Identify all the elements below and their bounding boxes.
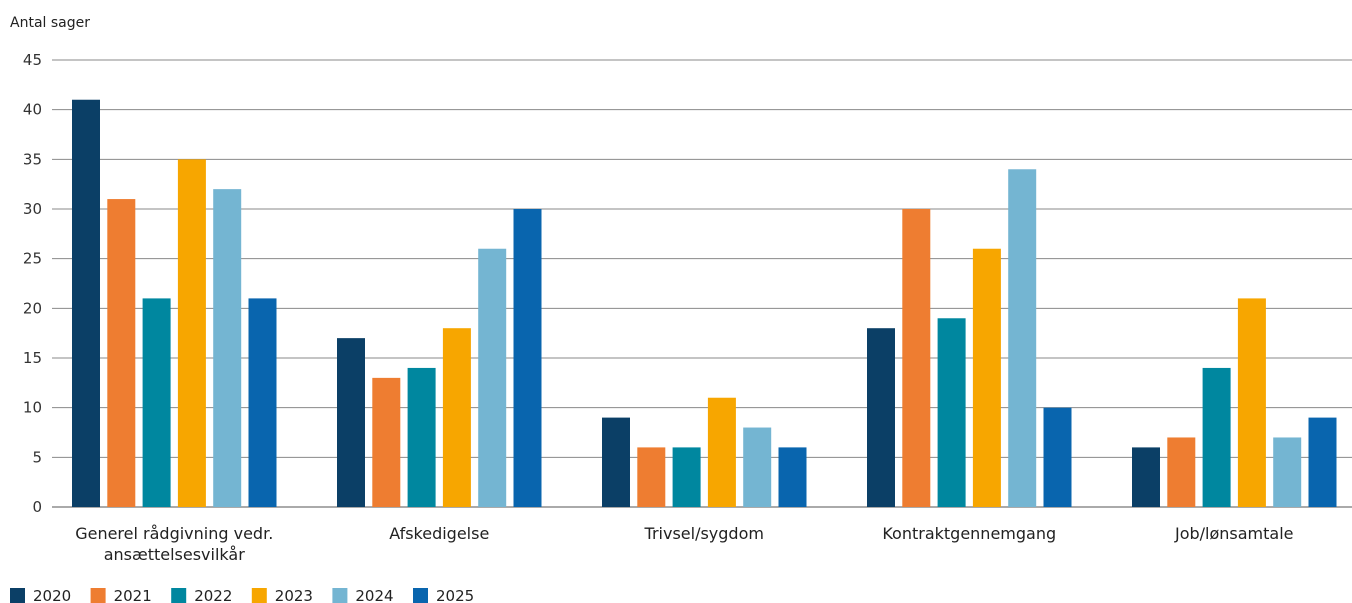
legend-swatch-2025 [413,588,428,603]
y-tick-label: 30 [23,200,42,218]
bar-2025 [1043,407,1072,507]
y-tick-label: 0 [32,498,42,516]
bar-2022 [142,298,171,507]
legend-label: 2024 [355,587,393,603]
bar-2025 [778,447,807,507]
legend-label: 2021 [114,587,152,603]
bar-2021 [902,209,931,507]
y-tick-label: 45 [23,51,42,69]
bar-2021 [637,447,666,507]
category-label: Job/lønsamtale [1174,524,1294,543]
bar-2020 [602,417,630,507]
bar-2022 [672,447,701,507]
bar-2020 [1132,447,1160,507]
legend-label: 2025 [436,587,474,603]
bar-2022 [937,318,966,507]
legend-swatch-2020 [10,588,25,603]
bar-2023 [177,159,206,508]
bar-2022 [1202,367,1231,507]
bar-2023 [972,248,1001,507]
x-axis-categories: Generel rådgivning vedr. ansættelsesvilkå… [75,524,1293,564]
bar-2024 [213,189,242,507]
bar-2024 [1008,169,1037,507]
bar-2025 [1308,417,1337,507]
y-tick-label: 35 [23,150,42,168]
bar-2021 [372,377,401,507]
bar-2021 [107,199,136,508]
legend-swatch-2023 [251,588,267,603]
bar-2020 [337,338,365,507]
legend: 2020 2021 2022 2023 2024 2025 [10,587,474,603]
gridlines [52,59,1352,508]
y-tick-label: 15 [23,349,42,367]
bar-2020 [72,99,100,507]
bar-2020 [867,328,895,507]
y-tick-label: 10 [23,399,42,417]
bar-2024 [1273,437,1302,507]
y-tick-label: 25 [23,250,42,268]
y-tick-label: 20 [23,299,42,317]
legend-label: 2022 [194,587,232,603]
category-label: Kontraktgennemgang [882,524,1056,543]
category-label: Generel rådgivning vedr. ansættelsesvilkå… [75,524,273,564]
bar-2023 [707,397,736,507]
bar-2024 [478,248,507,507]
category-label: Afskedigelse [389,524,489,543]
bar-2021 [1167,437,1196,507]
bar-2023 [442,328,471,507]
bar-2025 [513,209,542,507]
legend-swatch-2024 [332,588,348,603]
bar-2022 [407,367,436,507]
legend-label: 2023 [275,587,313,603]
y-tick-label: 5 [32,448,42,466]
y-axis-label: Antal sager [10,15,90,31]
bar-2023 [1237,298,1266,507]
legend-label: 2020 [33,587,71,603]
bars [72,99,1337,508]
y-tick-label: 40 [23,101,42,119]
legend-swatch-2021 [90,588,106,603]
legend-swatch-2022 [171,588,187,603]
y-axis-ticks: 0 5 10 15 20 25 30 35 40 45 [23,51,42,516]
bar-2024 [743,427,772,507]
category-label: Trivsel/sygdom [644,524,764,543]
bar-2025 [248,298,277,507]
